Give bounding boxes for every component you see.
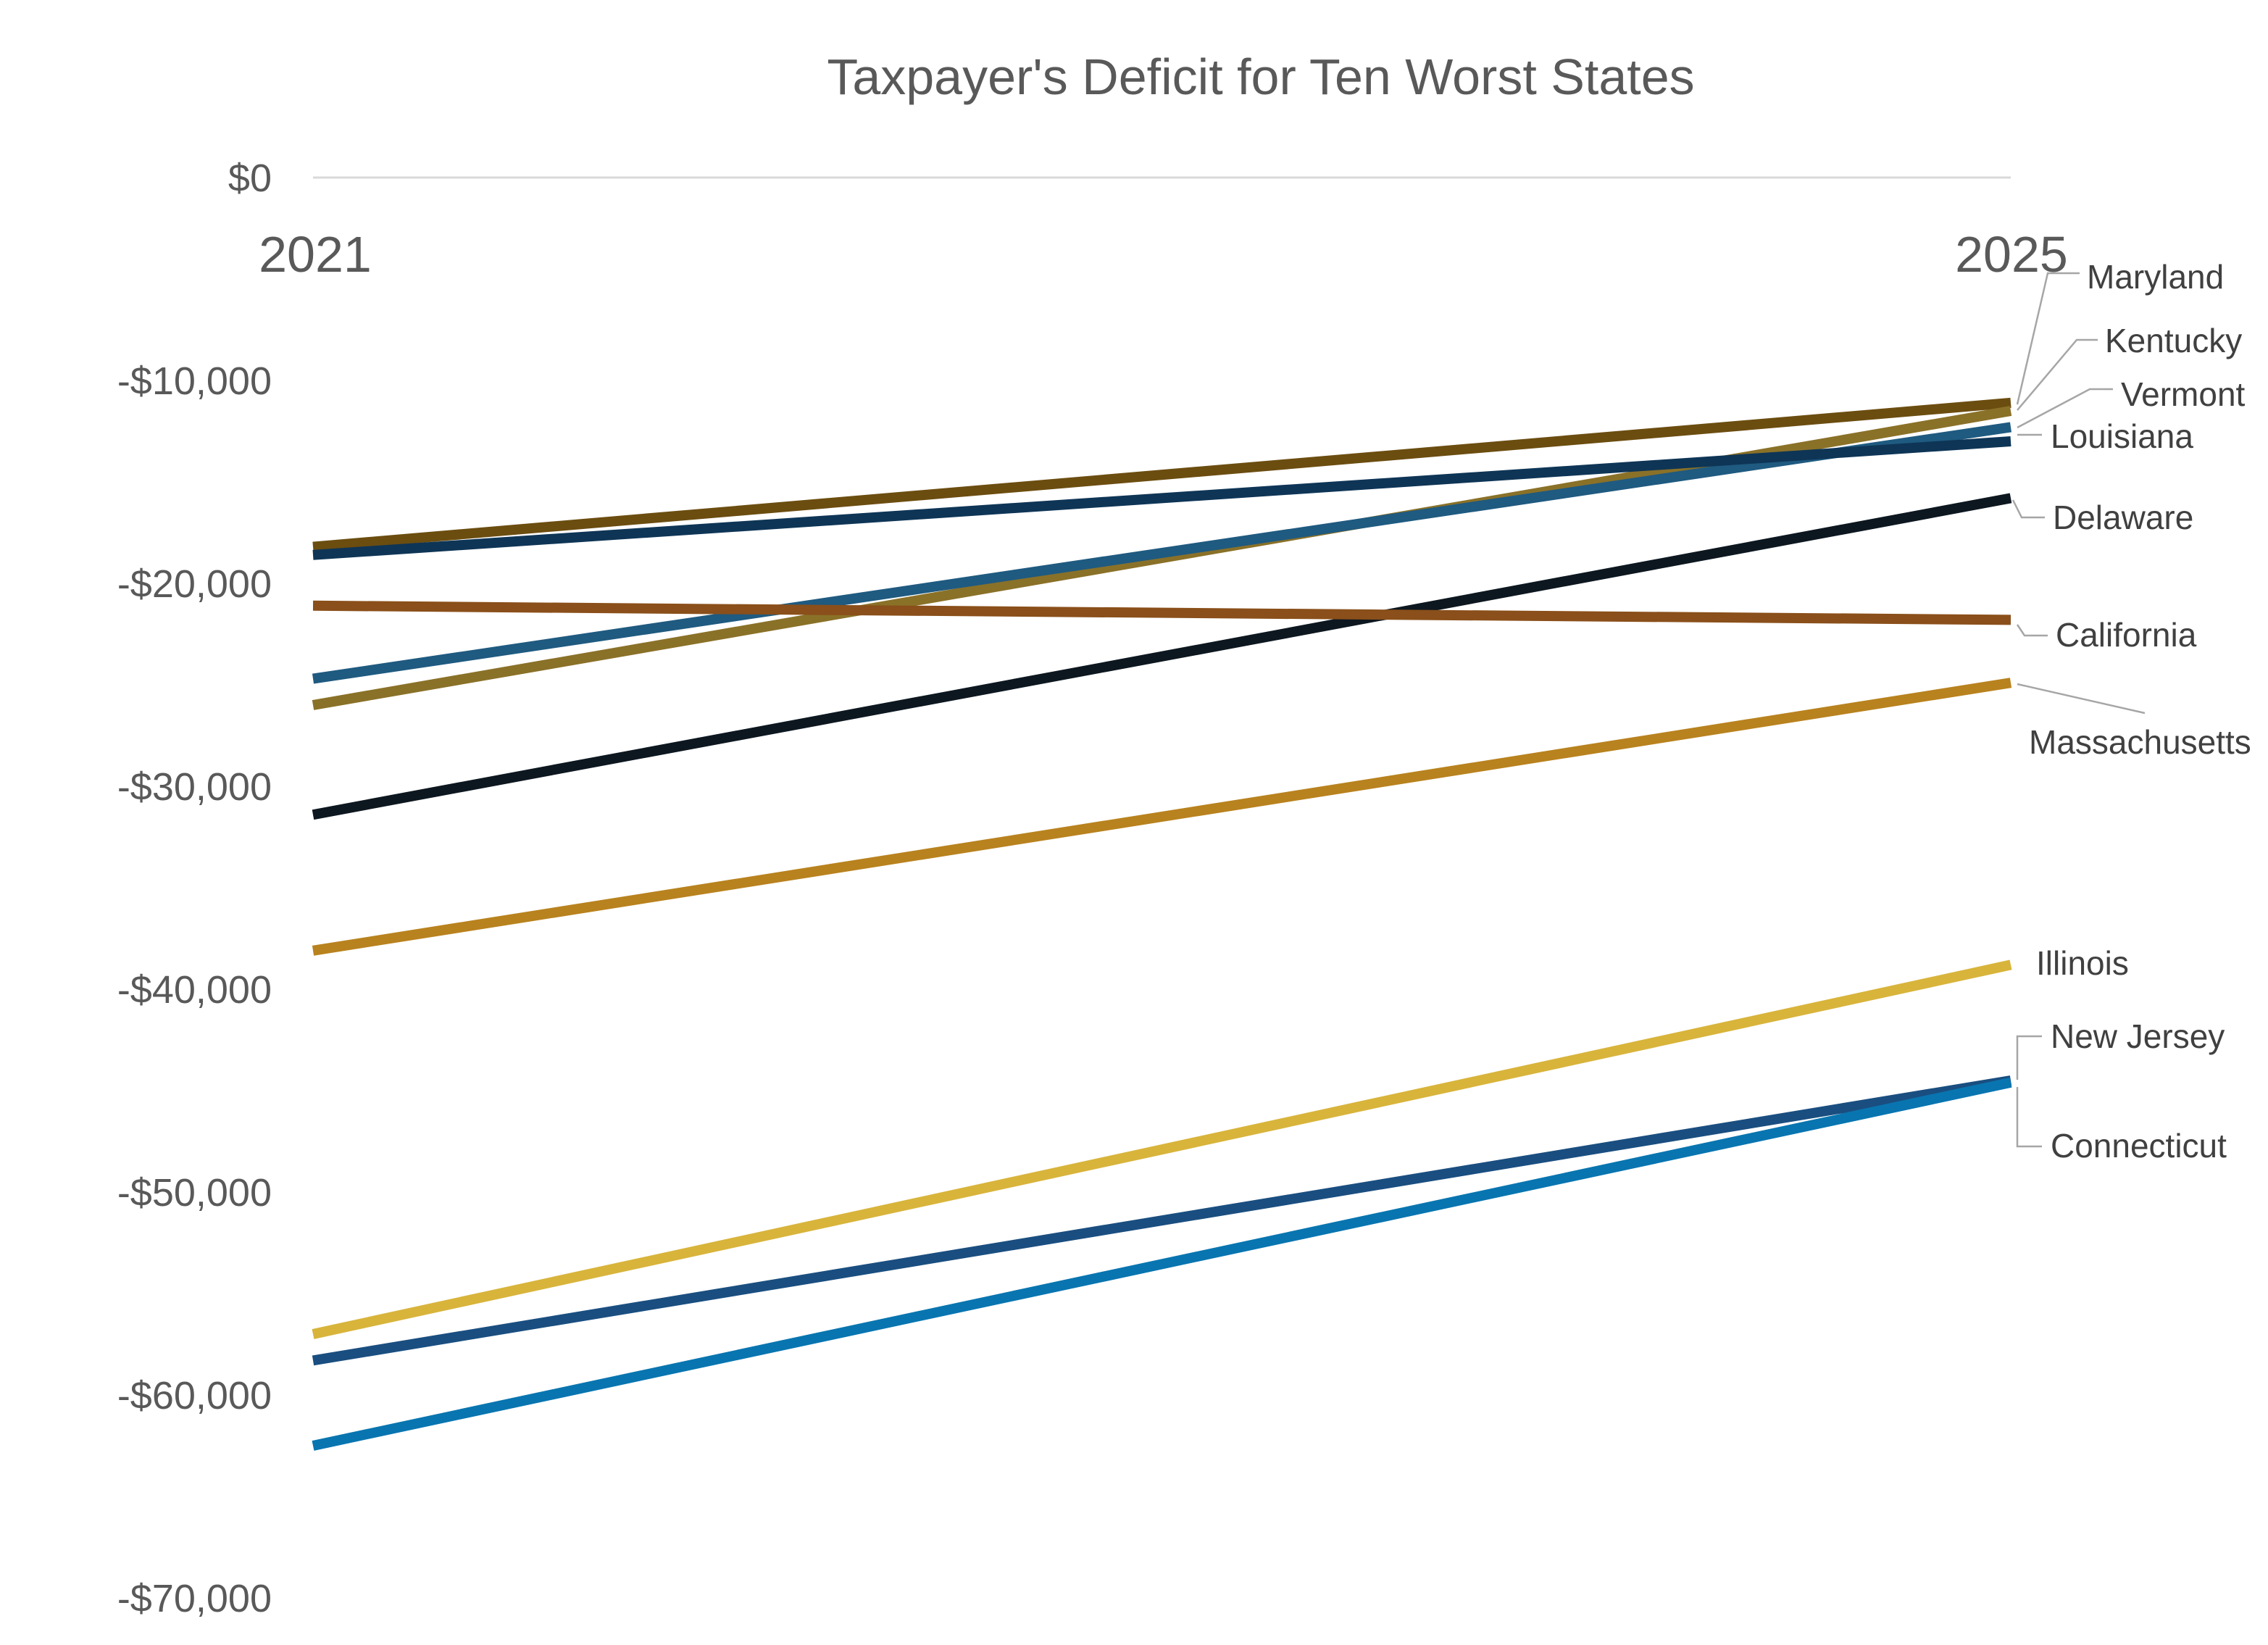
- data-label: Massachusetts: [2029, 723, 2251, 761]
- data-label: Connecticut: [2051, 1127, 2227, 1165]
- y-tick-label: -$40,000: [117, 968, 272, 1012]
- y-tick-label: -$30,000: [117, 765, 272, 809]
- leader-line: [2011, 499, 2045, 519]
- series-line-new-jersey: [312, 1075, 2012, 1366]
- series-line-maryland: [312, 397, 2011, 552]
- data-labels: Maryland Kentucky Vermont Louisiana Delaware…: [2011, 258, 2251, 1165]
- series-line-vermont: [312, 422, 2012, 684]
- data-label: Louisiana: [2051, 417, 2193, 455]
- y-axis: $0 -$10,000 -$20,000 -$30,000 -$40,000 -$50,0…: [117, 157, 272, 1620]
- chart-title: Taxpayer's Deficit for Ten Worst States: [827, 49, 1694, 105]
- leader-line: [2017, 683, 2146, 715]
- y-tick-label: -$20,000: [117, 562, 272, 606]
- leader-line: [2017, 338, 2098, 411]
- series-line-illinois: [312, 959, 2012, 1339]
- x-axis: 2021 2025: [259, 226, 2068, 283]
- x-tick-label: 2021: [259, 226, 372, 283]
- y-tick-label: -$70,000: [117, 1577, 272, 1620]
- data-label: Delaware: [2053, 499, 2193, 536]
- series-line-massachusetts: [312, 678, 2012, 956]
- x-tick-label: 2025: [1955, 226, 2068, 283]
- y-tick-label: -$60,000: [117, 1374, 272, 1417]
- data-label: Kentucky: [2105, 322, 2242, 359]
- y-tick-label: $0: [228, 157, 272, 200]
- y-tick-label: -$10,000: [117, 359, 272, 403]
- y-tick-label: -$50,000: [117, 1171, 272, 1215]
- series-line-california: [312, 600, 2011, 625]
- data-label: Illinois: [2036, 944, 2129, 982]
- data-label: Vermont: [2121, 375, 2246, 413]
- leader-line: [2016, 272, 2080, 405]
- leader-line: [2016, 1035, 2042, 1080]
- leader-line: [2016, 624, 2048, 637]
- series-group: [312, 397, 2012, 1451]
- data-label: Maryland: [2087, 258, 2224, 296]
- data-label: California: [2056, 616, 2197, 654]
- data-label: New Jersey: [2051, 1017, 2225, 1055]
- leader-line: [2017, 388, 2113, 429]
- series-line-louisiana: [312, 436, 2011, 560]
- leader-line: [2016, 1087, 2042, 1148]
- series-line-delaware: [312, 493, 2012, 820]
- series-line-connecticut: [312, 1077, 2012, 1451]
